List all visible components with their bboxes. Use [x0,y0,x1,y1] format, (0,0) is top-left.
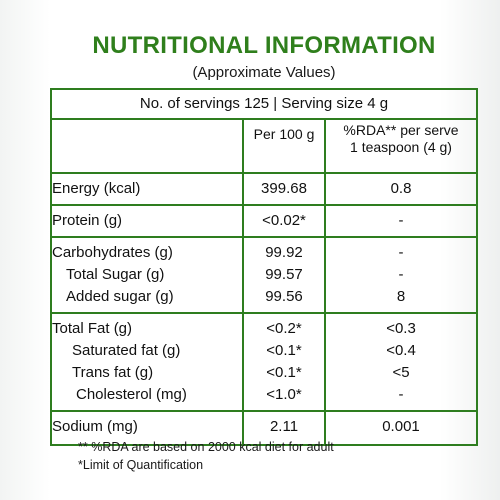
carbohydrates-label: Carbohydrates (g) [52,244,173,261]
panel-title: NUTRITIONAL INFORMATION [92,32,436,59]
header-rda-line1: %RDA** per serve [343,122,459,138]
total-fat-label: Total Fat (g) [52,320,133,337]
header-rda: %RDA** per serve 1 teaspoon (4 g) [324,118,478,173]
total-fat-rda: <0.3 [386,320,416,337]
panel-subtitle: (Approximate Values) [192,64,336,81]
sodium-label: Sodium (mg) [52,418,138,435]
cholesterol-rda: - [398,386,404,403]
sodium-rda: 0.001 [382,418,420,435]
table-row-energy: Energy (kcal) 399.68 0.8 [50,172,478,205]
saturated-fat-rda: <0.4 [386,342,416,359]
added-sugar-label: Added sugar (g) [66,288,174,305]
trans-fat-rda: <5 [392,364,410,381]
footnote-rda: ** %RDA are based on 2000 kcal diet for … [78,440,334,454]
added-sugar-per100: 99.56 [265,288,303,305]
energy-per100: 399.68 [261,180,307,197]
cholesterol-per100: <1.0* [266,386,302,403]
saturated-fat-label: Saturated fat (g) [72,342,181,359]
table-row-fat: Total Fat (g) Saturated fat (g) Trans fa… [50,312,478,411]
carbohydrates-per100: 99.92 [265,244,303,261]
header-row: Per 100 g %RDA** per serve 1 teaspoon (4… [50,118,478,173]
table-row-carbohydrates: Carbohydrates (g) Total Sugar (g) Added … [50,236,478,313]
added-sugar-rda: 8 [396,288,406,305]
header-nutrient [50,118,244,173]
carbohydrates-rda: - [398,244,404,261]
nutrition-table: No. of servings 125 | Serving size 4 g P… [50,88,478,446]
table-row-sodium: Sodium (mg) 2.11 0.001 [50,410,478,445]
energy-label: Energy (kcal) [52,180,141,197]
protein-rda: - [398,212,404,229]
energy-rda: 0.8 [390,180,412,197]
total-sugar-rda: - [398,266,404,283]
total-sugar-label: Total Sugar (g) [66,266,165,283]
nutrition-panel: NUTRITIONAL INFORMATION (Approximate Val… [50,22,478,490]
table-row-protein: Protein (g) <0.02* - [50,204,478,237]
cholesterol-label: Cholesterol (mg) [76,386,187,403]
saturated-fat-per100: <0.1* [266,342,302,359]
total-sugar-per100: 99.57 [265,266,303,283]
header-per100: Per 100 g [242,118,326,173]
header-rda-line2: 1 teaspoon (4 g) [350,139,452,155]
protein-label: Protein (g) [52,212,123,229]
sodium-per100: 2.11 [269,418,299,435]
trans-fat-label: Trans fat (g) [72,364,154,381]
serving-info: No. of servings 125 | Serving size 4 g [50,89,478,119]
total-fat-per100: <0.2* [266,320,302,337]
footnote-loq: *Limit of Quantification [78,458,204,472]
serving-row: No. of servings 125 | Serving size 4 g [50,89,478,119]
trans-fat-per100: <0.1* [266,364,302,381]
protein-per100: <0.02* [262,212,306,229]
